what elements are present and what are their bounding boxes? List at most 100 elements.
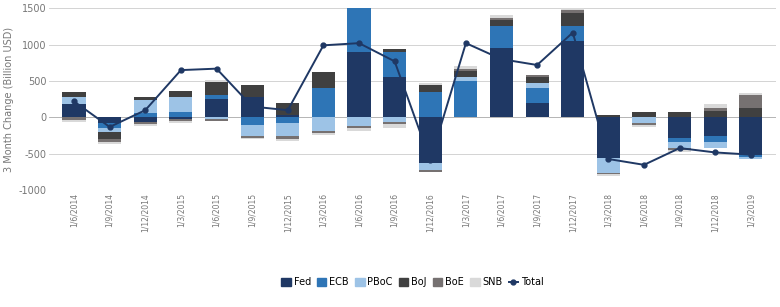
Bar (597, 173, 620, 174)
Bar (668, 112, 691, 118)
Bar (383, 77, 406, 118)
Bar (133, 118, 157, 122)
Total (283, 108, 292, 112)
Legend: Fed, ECB, PBoC, BoJ, BoE, SNB, Total: Fed, ECB, PBoC, BoJ, BoE, SNB, Total (277, 273, 548, 291)
Bar (561, 13, 584, 26)
Bar (276, 115, 300, 118)
Bar (490, 15, 513, 17)
Bar (597, 174, 620, 177)
Bar (62, 118, 86, 120)
Bar (205, 95, 228, 99)
Bar (383, 122, 406, 124)
Bar (240, 85, 264, 97)
Total (711, 151, 720, 154)
Bar (240, 97, 264, 118)
Bar (62, 104, 86, 118)
Total (426, 159, 435, 162)
Bar (205, 83, 228, 95)
Bar (704, 111, 727, 118)
Total (675, 146, 684, 150)
Bar (490, 26, 513, 48)
Bar (668, 150, 691, 152)
Bar (668, 118, 691, 138)
Bar (490, 20, 513, 26)
Total (568, 31, 577, 34)
Bar (739, 108, 763, 118)
Bar (454, 71, 477, 77)
Bar (347, 118, 370, 126)
Total (604, 157, 613, 161)
Bar (454, 81, 477, 118)
Bar (312, 88, 335, 118)
Bar (704, 108, 727, 111)
Bar (383, 118, 406, 122)
Bar (383, 124, 406, 128)
Bar (169, 119, 193, 121)
Bar (276, 103, 300, 115)
Bar (276, 118, 300, 123)
Bar (597, 118, 620, 158)
Bar (240, 125, 264, 136)
Bar (419, 83, 441, 85)
Bar (561, 26, 584, 41)
Y-axis label: 3 Month Change (Billion USD): 3 Month Change (Billion USD) (4, 27, 14, 172)
Bar (419, 92, 441, 118)
Bar (633, 118, 656, 123)
Bar (133, 122, 157, 124)
Total (69, 99, 79, 103)
Bar (205, 99, 228, 118)
Bar (276, 123, 300, 136)
Bar (62, 97, 86, 104)
Bar (739, 157, 763, 159)
Bar (704, 104, 727, 108)
Bar (454, 66, 477, 69)
Bar (419, 170, 441, 172)
Bar (169, 121, 193, 122)
Bar (347, 52, 370, 118)
Bar (561, 41, 584, 118)
Bar (419, 118, 441, 163)
Total (354, 41, 363, 45)
Bar (98, 123, 121, 128)
Bar (383, 49, 406, 52)
Bar (98, 128, 121, 132)
Bar (133, 97, 157, 100)
Bar (133, 113, 157, 118)
Bar (240, 136, 264, 138)
Total (140, 108, 150, 112)
Bar (490, 48, 513, 118)
Bar (526, 103, 549, 118)
Bar (205, 80, 228, 83)
Bar (347, 5, 370, 8)
Bar (169, 118, 193, 119)
Bar (739, 118, 763, 155)
Bar (739, 95, 763, 108)
Total (640, 163, 649, 167)
Bar (205, 118, 228, 119)
Bar (62, 120, 86, 122)
Total (461, 41, 470, 45)
Bar (312, 118, 335, 130)
Bar (169, 91, 193, 97)
Bar (312, 133, 335, 135)
Bar (98, 139, 121, 142)
Total (247, 105, 257, 108)
Bar (526, 77, 549, 83)
Bar (668, 148, 691, 150)
Bar (276, 138, 300, 141)
Bar (347, 128, 370, 130)
Bar (383, 52, 406, 77)
Bar (312, 130, 335, 133)
Bar (739, 155, 763, 157)
Bar (561, 8, 584, 10)
Bar (704, 118, 727, 136)
Bar (419, 85, 441, 92)
Bar (312, 72, 335, 88)
Total (390, 60, 399, 63)
Bar (454, 77, 477, 81)
Bar (526, 88, 549, 103)
Bar (633, 123, 656, 125)
Bar (169, 97, 193, 112)
Bar (739, 93, 763, 95)
Total (105, 125, 115, 129)
